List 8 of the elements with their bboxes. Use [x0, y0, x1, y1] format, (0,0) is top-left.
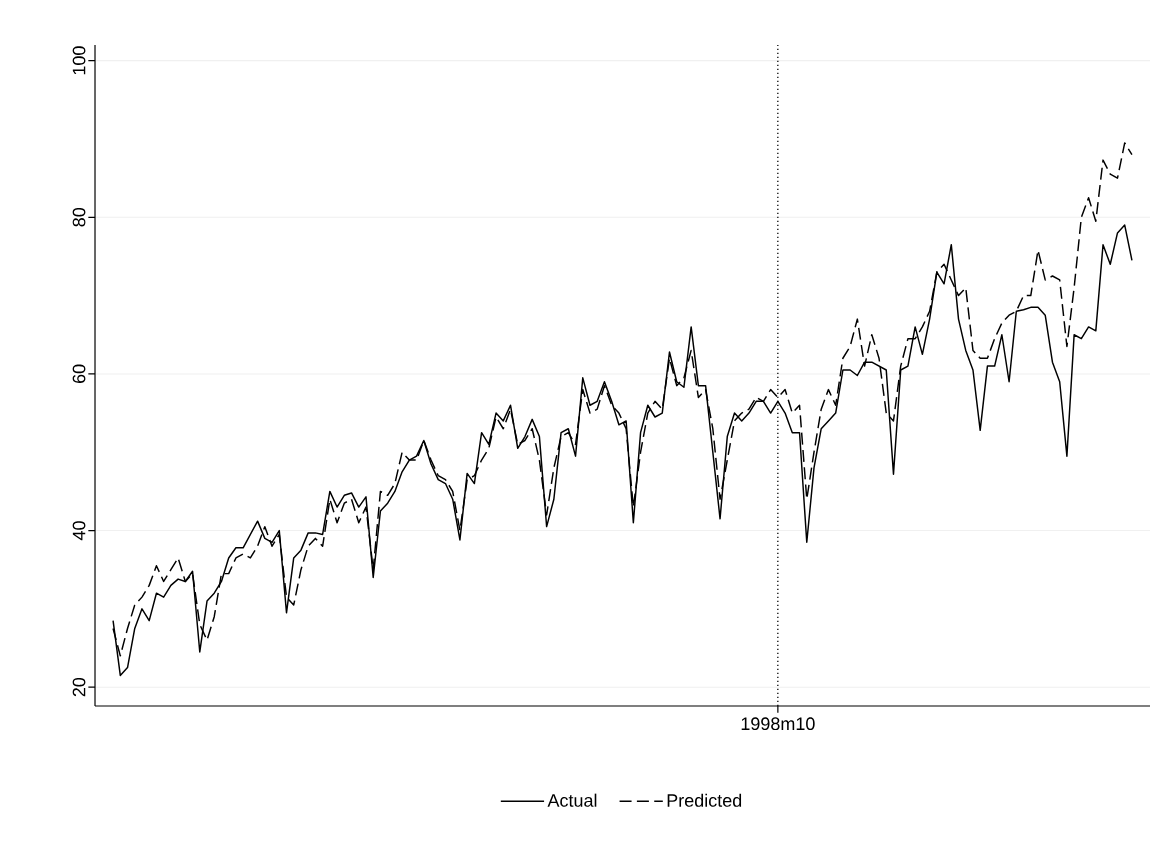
y-tick-label: 100: [72, 46, 86, 75]
y-tick-label: 20: [72, 677, 86, 697]
legend-label: Predicted: [667, 793, 742, 807]
y-tick-label: 40: [72, 521, 86, 541]
y-tick-label: 60: [72, 364, 86, 384]
y-tick-label: 80: [72, 207, 86, 227]
legend-label: Actual: [547, 793, 597, 807]
x-tick-label: 1998m10: [741, 717, 815, 731]
